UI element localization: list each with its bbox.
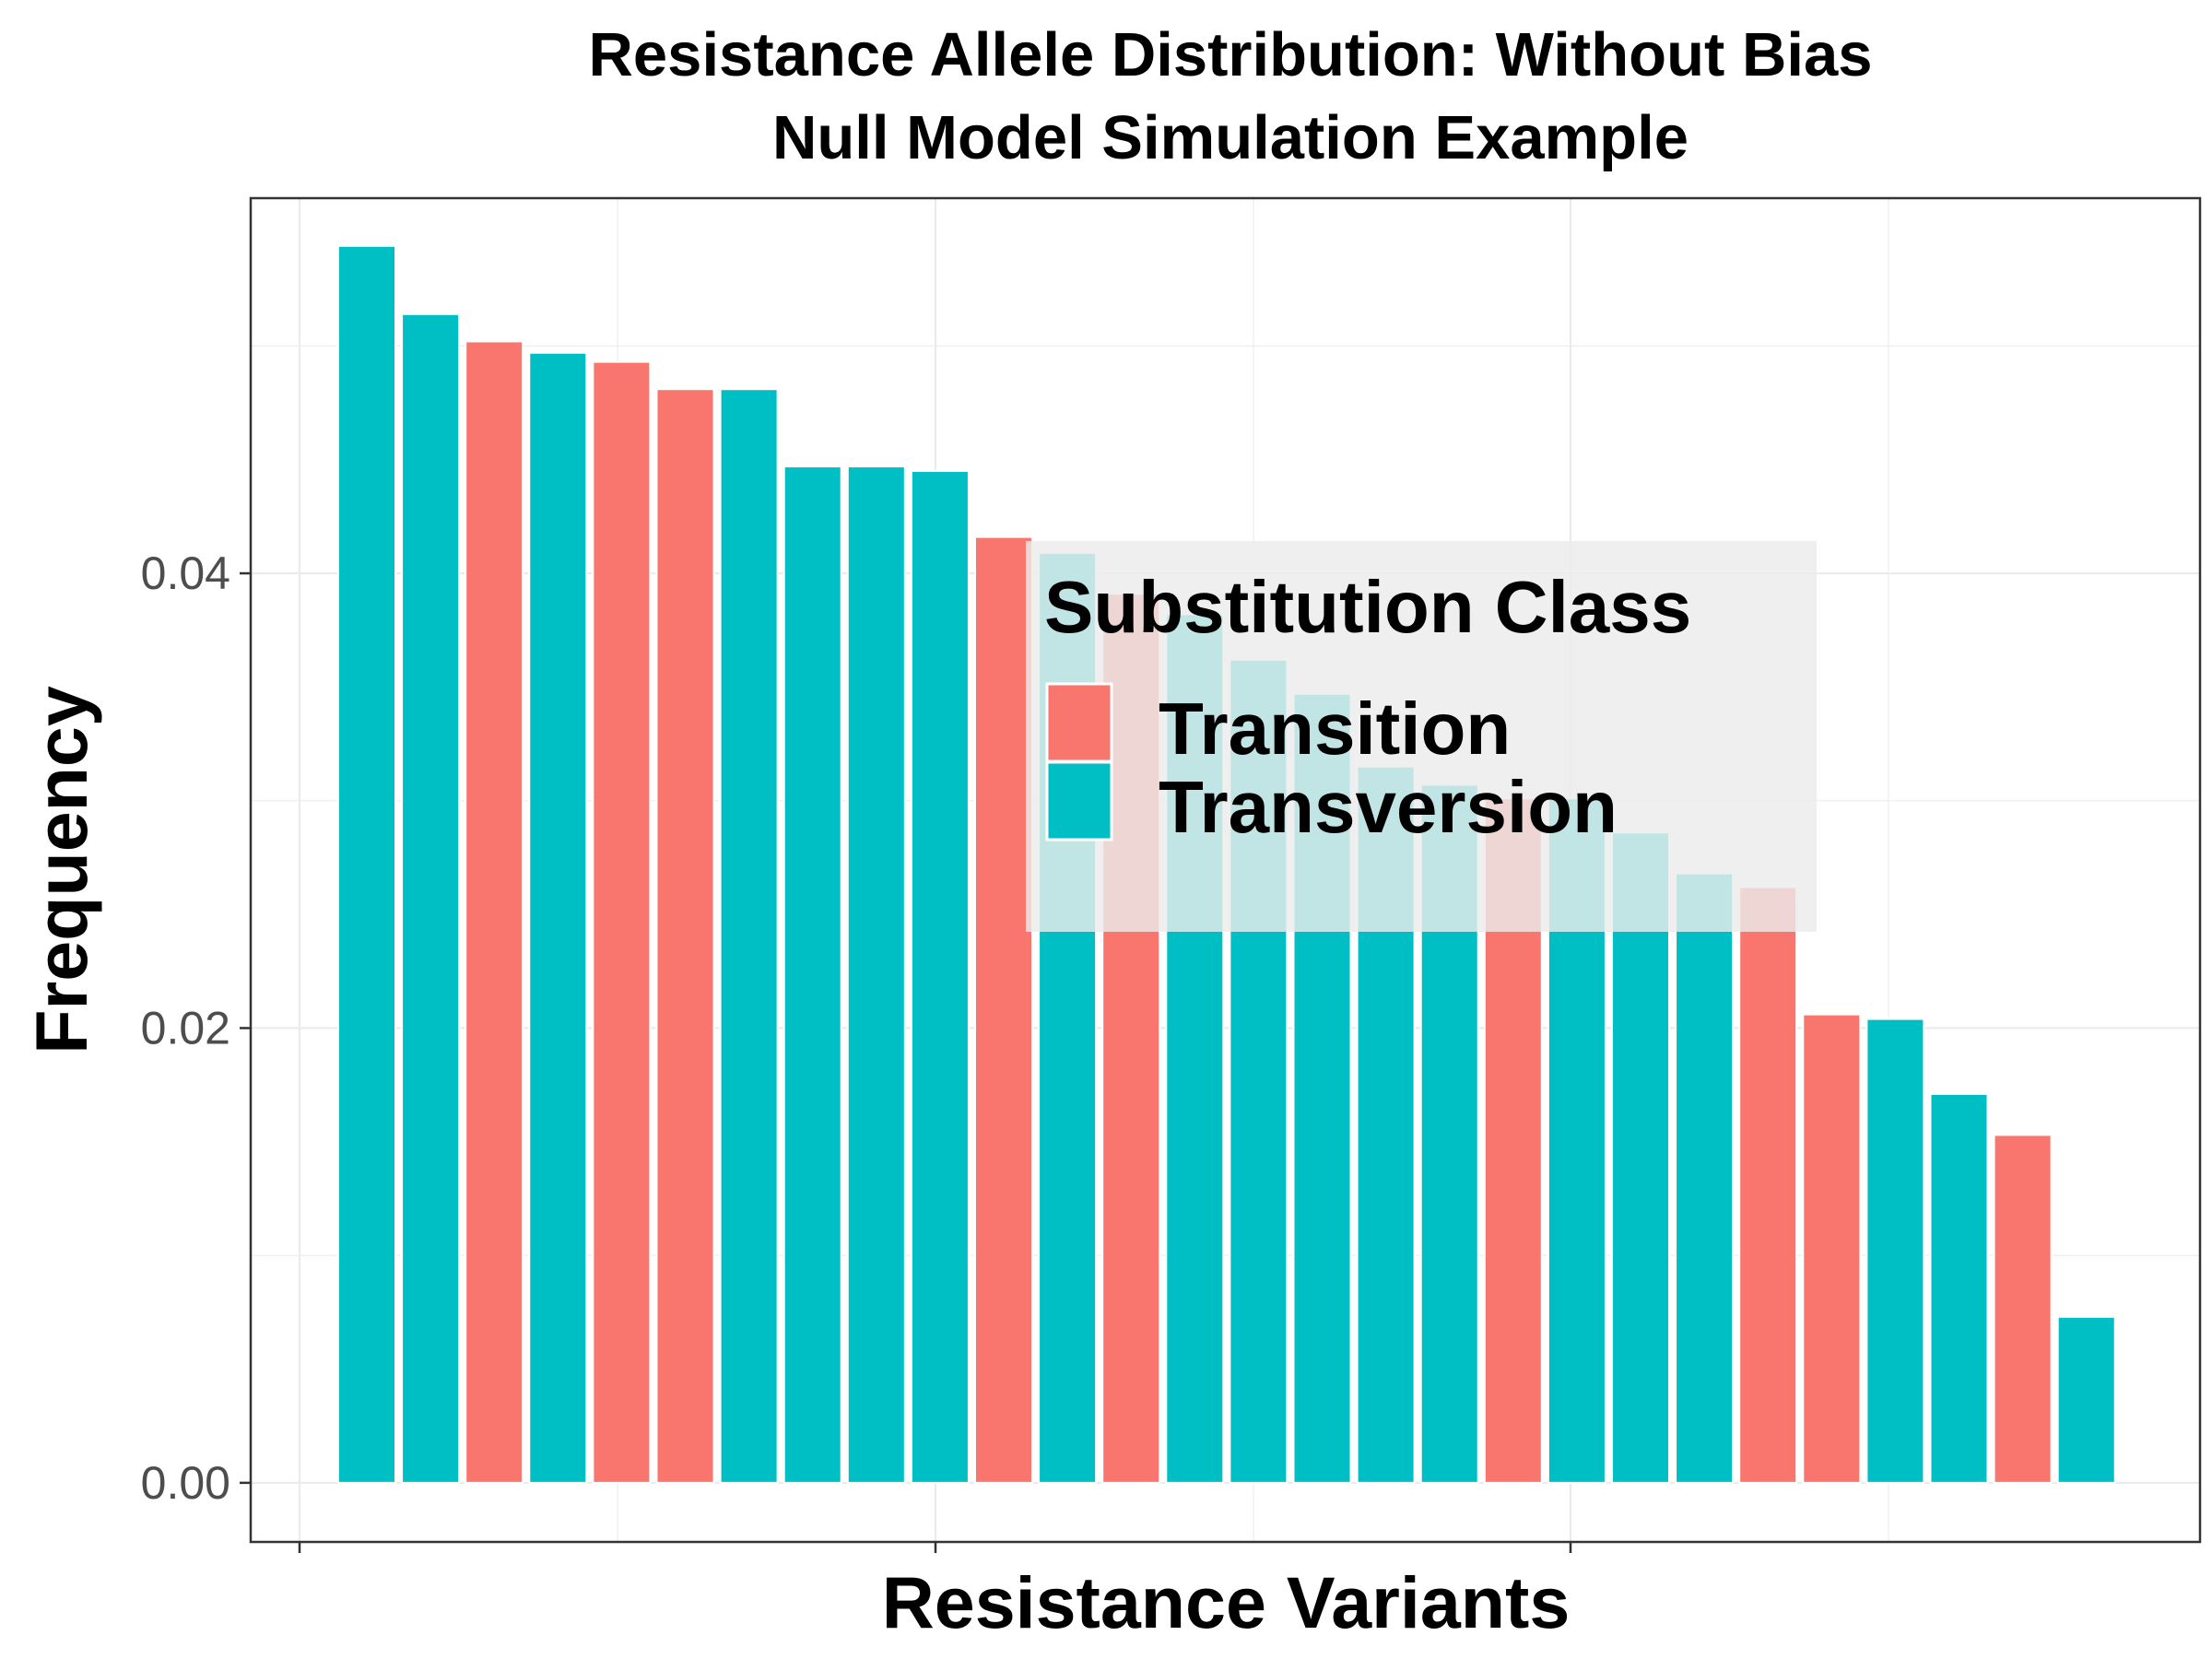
axes: 0.00 0.02 0.04 [141,547,1572,1553]
bar-27-transition [1993,1134,2053,1484]
bar-11-transition [974,535,1033,1484]
bar-10-transversion [910,470,970,1484]
y-tick-label: 0.04 [141,547,230,599]
legend-background [1026,541,1817,932]
bar-8-transversion [782,465,842,1484]
bar-2-transversion [401,312,461,1484]
y-axis-title: Frequency [20,686,102,1054]
bar-6-transition [655,388,715,1484]
bar-4-transversion [528,351,588,1484]
bar-9-transversion [846,465,906,1484]
legend-key-transversion [1045,760,1113,841]
x-axis-title: Resistance Variants [882,1561,1571,1643]
bar-21-transversion [1611,831,1670,1484]
bar-3-transition [465,340,524,1484]
legend-label-transversion: Transversion [1159,766,1618,848]
bar-5-transition [592,360,652,1484]
bar-23-transition [1738,886,1798,1484]
chart-subtitle: Null Model Simulation Example [772,103,1688,172]
bar-1-transversion [337,244,396,1484]
y-tick-label: 0.00 [141,1457,230,1509]
bar-28-transversion [2056,1315,2116,1484]
y-tick-label: 0.02 [141,1002,230,1053]
bar-26-transversion [1929,1093,1989,1484]
legend-label-transition: Transition [1159,688,1511,770]
bar-25-transversion [1865,1018,1925,1484]
legend-title: Substitution Class [1044,566,1691,648]
panel-border [249,196,2202,1544]
chart-title: Resistance Allele Distribution: Without … [589,20,1873,89]
bar-22-transversion [1675,872,1735,1484]
bar-7-transversion [719,388,779,1484]
legend: Substitution Class Transition Transversi… [1026,541,1817,932]
legend-key-transition [1045,682,1113,763]
bar-24-transition [1802,1013,1862,1484]
